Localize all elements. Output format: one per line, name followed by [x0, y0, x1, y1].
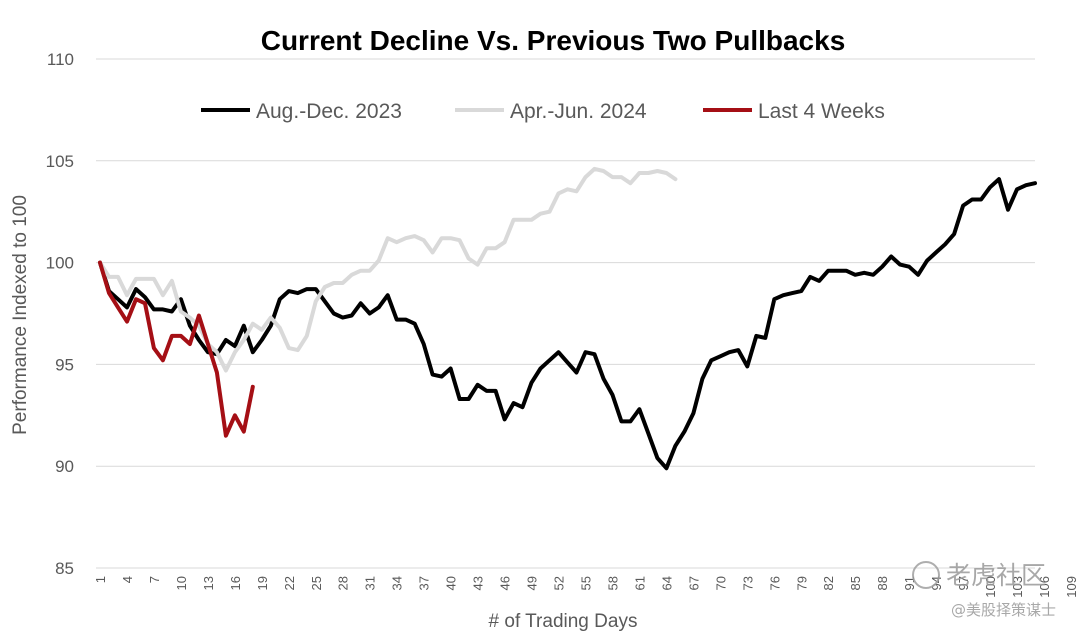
x-tick-label: 25: [309, 576, 324, 590]
x-tick-label: 100: [983, 576, 998, 598]
x-tick-label: 76: [767, 576, 782, 590]
x-tick-label: 34: [390, 576, 405, 590]
legend-label-last-4-weeks: Last 4 Weeks: [758, 100, 885, 123]
x-tick-label: 43: [471, 576, 486, 590]
x-tick-label: 52: [552, 576, 567, 590]
x-tick-label: 37: [417, 576, 432, 590]
y-tick-label: 100: [46, 254, 74, 273]
x-tick-label: 103: [1010, 576, 1025, 598]
x-tick-label: 7: [147, 576, 162, 583]
x-tick-labels: 1 4 7 10 13 16 19 22 25 28 31 34 37 40 43 46 49 52 55 58 61 6…: [93, 576, 1079, 598]
x-tick-label: 55: [578, 576, 593, 590]
x-tick-label: 10: [174, 576, 189, 590]
x-tick-label: 31: [363, 576, 378, 590]
series-line-last-4-weeks: [98, 260, 255, 438]
x-tick-label: 16: [228, 576, 243, 590]
x-tick-label: 67: [686, 576, 701, 590]
y-axis-label: Performance Indexed to 100: [10, 195, 31, 435]
x-tick-label: 79: [794, 576, 809, 590]
legend-label-aug-dec-2023: Aug.-Dec. 2023: [256, 100, 402, 123]
x-tick-label: 28: [336, 576, 351, 590]
x-tick-label: 61: [632, 576, 647, 590]
x-tick-label: 46: [498, 576, 513, 590]
x-tick-label: 40: [444, 576, 459, 590]
chart-title: Current Decline Vs. Previous Two Pullbac…: [261, 25, 846, 56]
watermark-author: @美股择策谋士: [951, 601, 1056, 619]
x-axis-label: # of Trading Days: [489, 611, 638, 632]
x-tick-label: 64: [659, 576, 674, 590]
y-tick-labels: 85 90 95 100 105 110: [46, 50, 74, 578]
legend-label-apr-jun-2024: Apr.-Jun. 2024: [510, 100, 647, 123]
x-tick-label: 13: [201, 576, 216, 590]
watermark-logo-icon: [912, 561, 940, 589]
watermark: 老虎社区 @美股择策谋士: [912, 561, 1056, 619]
y-tick-label: 95: [55, 355, 74, 374]
x-tick-label: 106: [1037, 576, 1052, 598]
series-line-aug-dec-2023: [98, 177, 1037, 471]
legend: Aug.-Dec. 2023 Apr.-Jun. 2024 Last 4 Wee…: [201, 100, 885, 123]
x-tick-label: 82: [821, 576, 836, 590]
y-tick-label: 110: [47, 50, 74, 69]
x-tick-label: 58: [605, 576, 620, 590]
grid-lines: [96, 58, 1035, 569]
x-tick-label: 85: [848, 576, 863, 590]
x-tick-label: 22: [282, 576, 297, 590]
x-tick-label: 19: [255, 576, 270, 590]
y-tick-label: 90: [55, 457, 74, 476]
y-tick-label: 105: [46, 152, 74, 171]
x-tick-label: 49: [525, 576, 540, 590]
x-tick-label: 4: [120, 576, 135, 583]
watermark-brand: 老虎社区: [946, 561, 1046, 590]
x-tick-label: 70: [713, 576, 728, 590]
x-tick-label: 109: [1064, 576, 1079, 598]
x-tick-label: 1: [93, 576, 108, 583]
y-tick-label: 85: [55, 559, 74, 578]
x-tick-label: 88: [875, 576, 890, 590]
series-lines: [98, 166, 1037, 471]
x-tick-label: 97: [956, 576, 971, 590]
x-tick-label: 73: [740, 576, 755, 590]
